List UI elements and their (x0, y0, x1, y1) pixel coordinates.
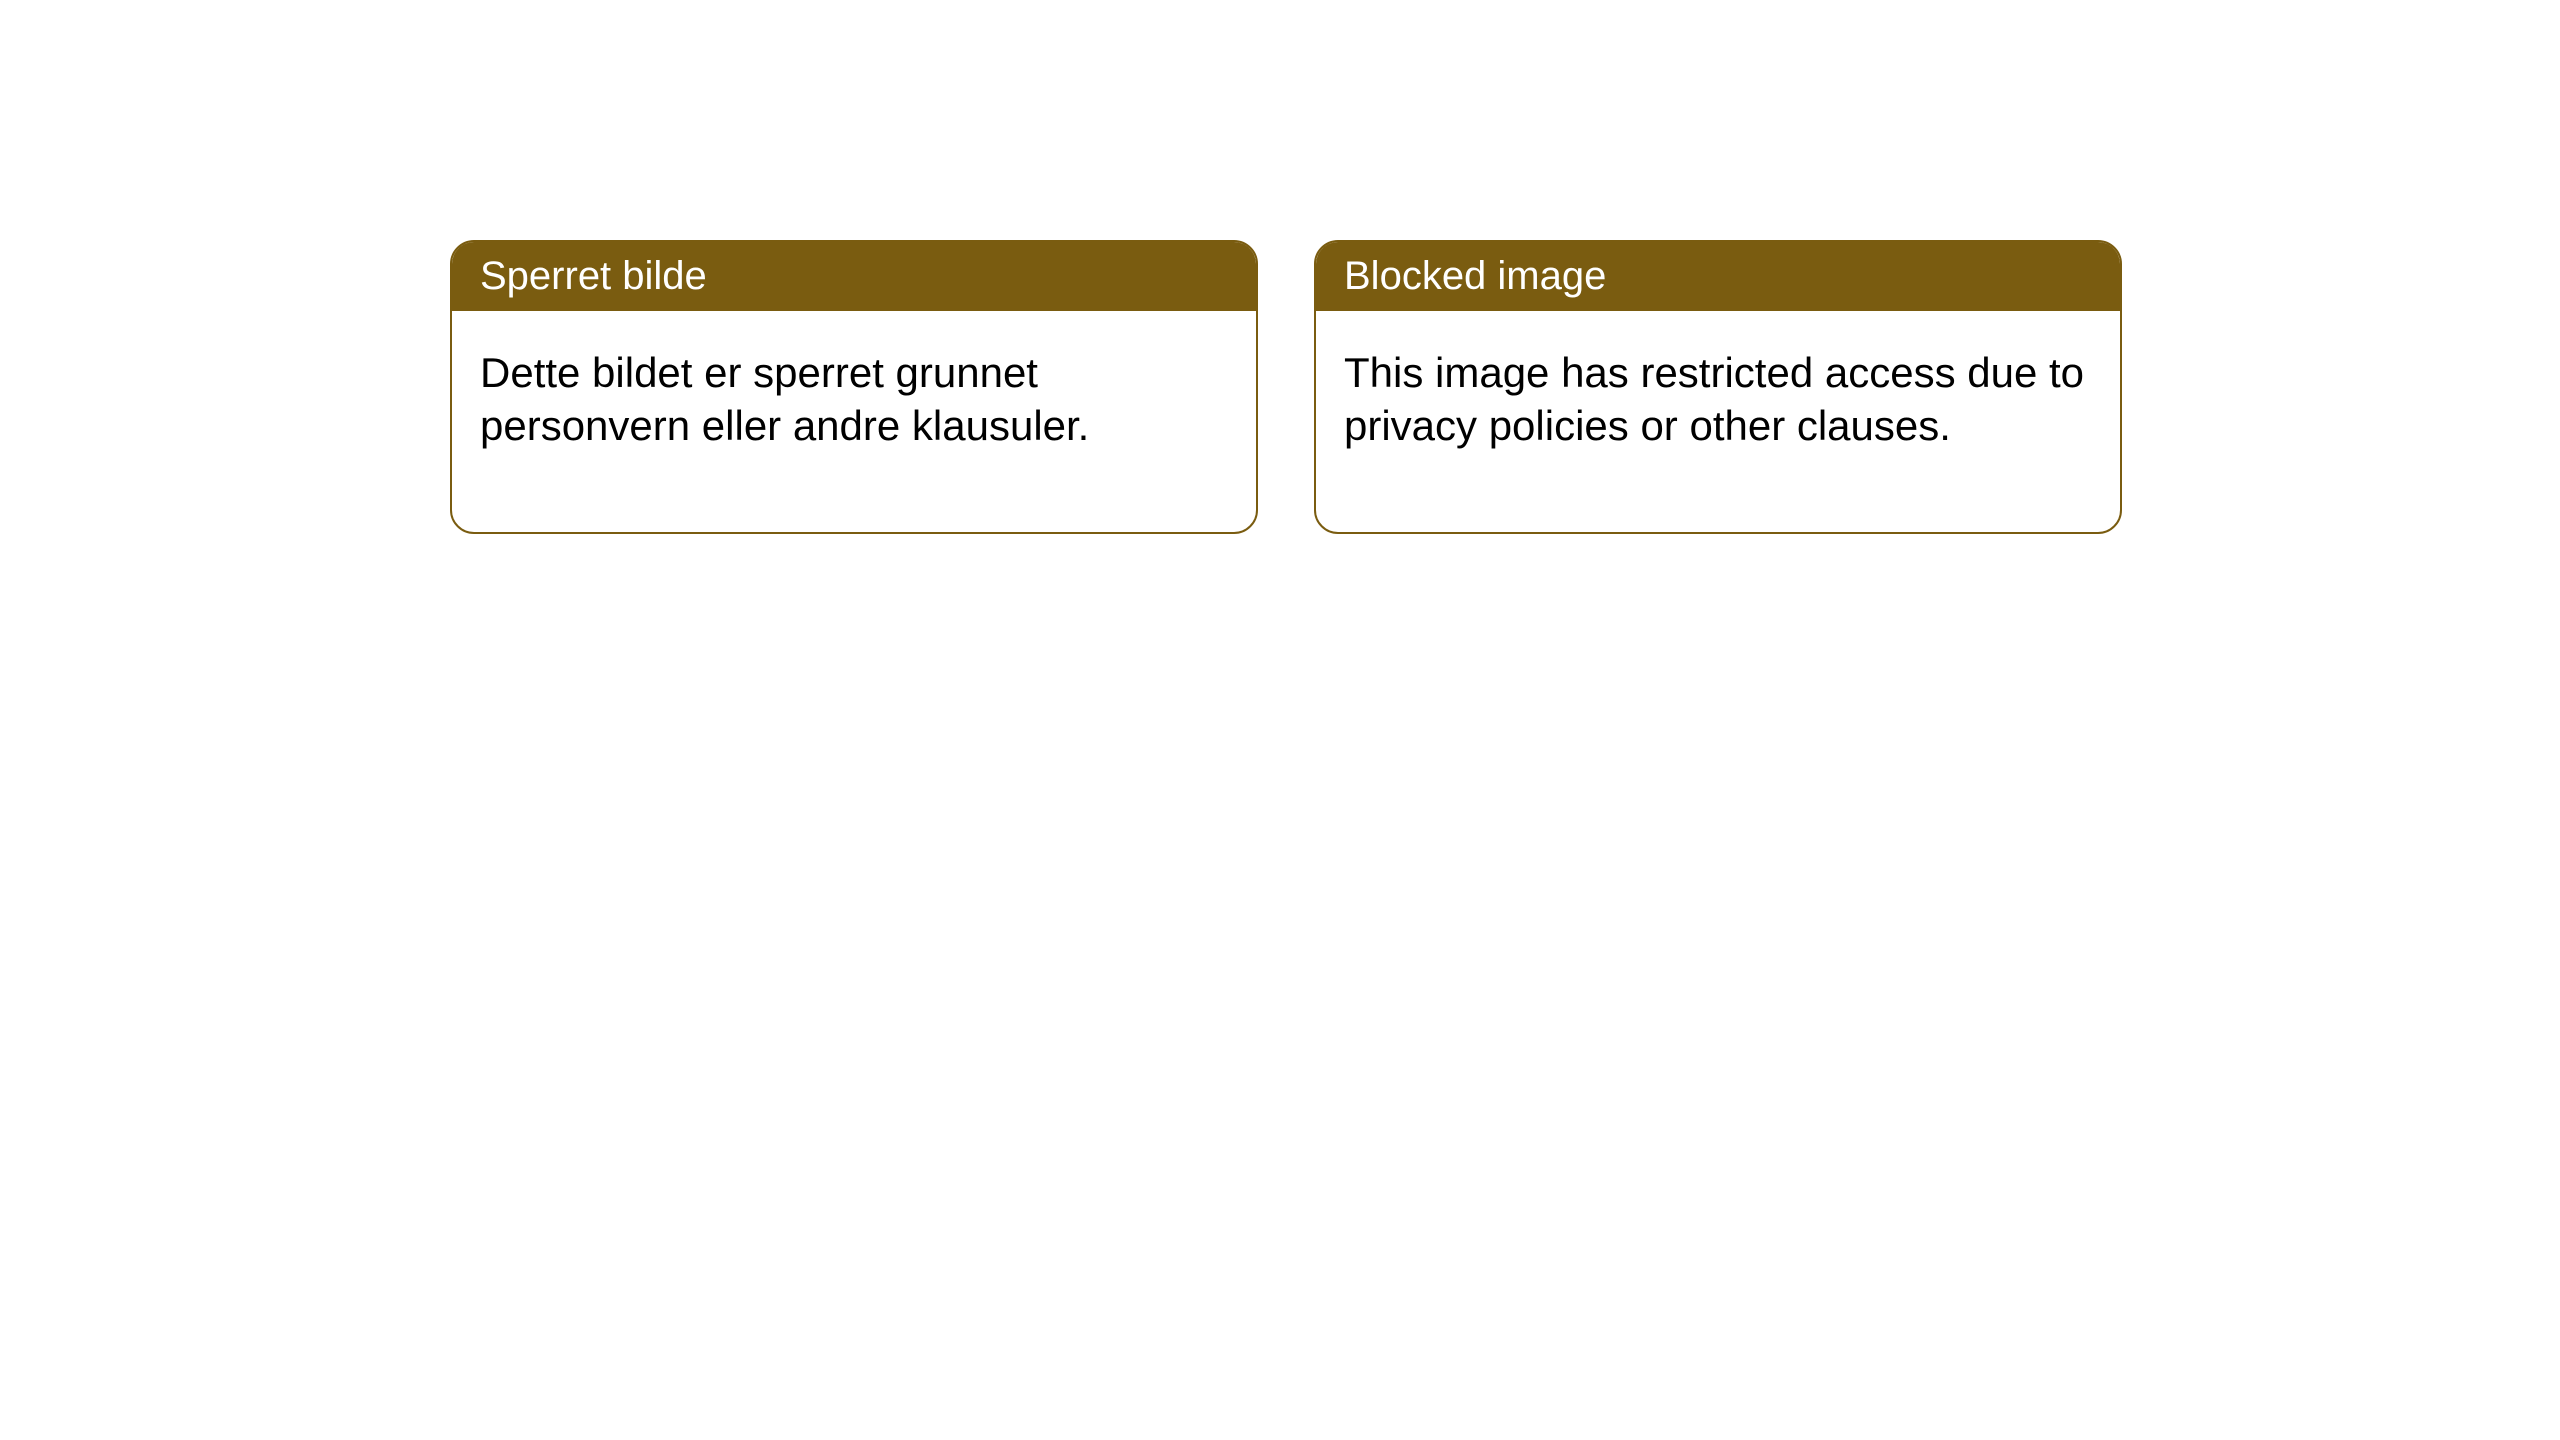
notice-cards-container: Sperret bilde Dette bildet er sperret gr… (450, 240, 2122, 534)
card-body: Dette bildet er sperret grunnet personve… (452, 311, 1256, 532)
notice-card-english: Blocked image This image has restricted … (1314, 240, 2122, 534)
card-body-text: This image has restricted access due to … (1344, 349, 2084, 449)
card-title: Sperret bilde (480, 254, 707, 298)
card-header: Blocked image (1316, 242, 2120, 311)
card-body: This image has restricted access due to … (1316, 311, 2120, 532)
notice-card-norwegian: Sperret bilde Dette bildet er sperret gr… (450, 240, 1258, 534)
card-title: Blocked image (1344, 254, 1606, 298)
card-body-text: Dette bildet er sperret grunnet personve… (480, 349, 1089, 449)
card-header: Sperret bilde (452, 242, 1256, 311)
